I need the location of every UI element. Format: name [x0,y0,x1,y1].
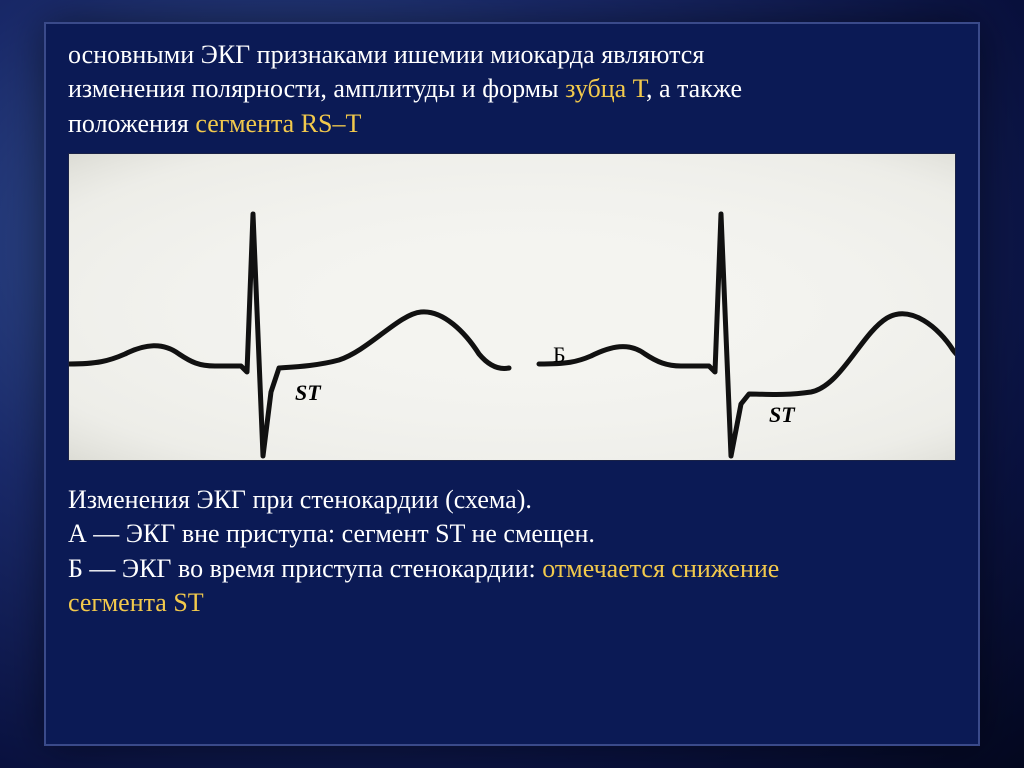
bottom-l3-highlight: отмечается снижение [542,554,779,583]
ecg-svg [69,154,956,461]
bottom-text-block: Изменения ЭКГ при стенокардии (схема). А… [68,483,956,620]
slide-container: основными ЭКГ признаками ишемии миокарда… [44,22,980,746]
label-a-st: ST [295,380,321,406]
top-line2a: изменения полярности, амплитуды и формы [68,74,565,103]
label-b-letter: Б [553,342,566,368]
bottom-l3a: Б — ЭКГ во время приступа стенокардии: [68,554,542,583]
ecg-figure: ST Б ST [68,153,956,461]
bottom-l4-highlight: сегмента ST [68,588,204,617]
top-line2-highlight: зубца Т [565,74,646,103]
bottom-l2: А — ЭКГ вне приступа: сегмент ST не смещ… [68,519,595,548]
top-line2b: , а также [646,74,742,103]
bottom-l1: Изменения ЭКГ при стенокардии (схема). [68,485,532,514]
top-text-block: основными ЭКГ признаками ишемии миокарда… [68,38,956,141]
top-line3a: положения [68,109,195,138]
top-line3-highlight: сегмента RS–T [195,109,361,138]
label-b-st: ST [769,402,795,428]
top-line1: основными ЭКГ признаками ишемии миокарда… [68,40,704,69]
ecg-vignette [69,154,956,461]
